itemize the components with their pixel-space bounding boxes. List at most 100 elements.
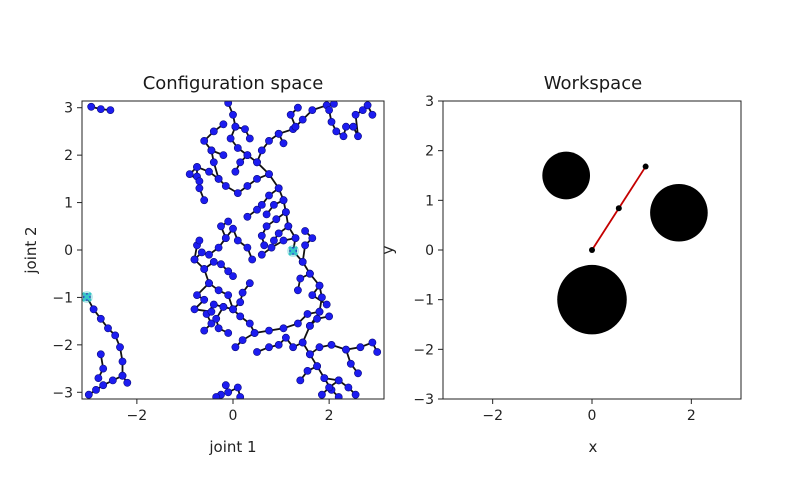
roadmap-edge <box>232 282 251 310</box>
workspace-ytick-label: 3 <box>425 94 434 110</box>
cspace-xtick-label: 2 <box>325 408 334 424</box>
roadmap-edge <box>215 306 229 334</box>
roadmap-node <box>193 291 201 299</box>
roadmap-node <box>99 381 108 390</box>
roadmap-node <box>214 243 223 252</box>
roadmap-node <box>317 293 326 302</box>
roadmap-node <box>99 364 108 373</box>
roadmap-node <box>195 184 204 193</box>
workspace-xtick-label: 2 <box>687 408 696 424</box>
roadmap-node <box>118 357 127 366</box>
roadmap-node <box>214 174 223 183</box>
roadmap-node <box>265 343 273 352</box>
roadmap-node <box>200 196 209 205</box>
cspace-ytick-label: 1 <box>64 196 73 212</box>
roadmap-node <box>221 234 230 242</box>
roadmap-node <box>195 236 204 245</box>
roadmap-node <box>209 158 218 167</box>
start-goal-marker <box>288 246 299 256</box>
roadmap-node <box>219 120 228 129</box>
roadmap-node <box>253 205 261 214</box>
roadmap-node <box>262 210 271 219</box>
roadmap-node <box>231 122 240 131</box>
roadmap-node <box>229 224 237 233</box>
workspace-ylabel: y <box>379 245 397 254</box>
roadmap-node <box>205 250 213 259</box>
roadmap-node <box>212 393 221 399</box>
roadmap-node <box>224 388 233 397</box>
roadmap-node <box>243 151 252 159</box>
roadmap-node <box>193 163 201 171</box>
arm-link <box>618 166 647 209</box>
workspace-title: Workspace <box>544 73 642 94</box>
roadmap-node <box>221 182 230 190</box>
roadmap-node <box>298 338 307 347</box>
roadmap-node <box>317 390 326 399</box>
roadmap-node <box>293 103 302 112</box>
workspace-ytick-label: −3 <box>413 392 434 408</box>
roadmap-node <box>291 122 300 131</box>
cspace-title: Configuration space <box>143 73 324 94</box>
cspace-ylabel: joint 2 <box>22 226 40 274</box>
roadmap-edge <box>261 237 296 256</box>
obstacle <box>542 151 591 200</box>
roadmap-node <box>243 182 252 190</box>
roadmap-node <box>265 136 273 145</box>
roadmap-node <box>236 298 245 307</box>
cspace-xtick-label: −2 <box>127 408 148 424</box>
roadmap-node <box>209 257 218 266</box>
workspace-ytick-label: −1 <box>413 293 434 309</box>
roadmap-node <box>217 222 225 231</box>
roadmap-node <box>96 350 105 359</box>
roadmap-node <box>224 217 233 226</box>
roadmap-node <box>358 106 367 114</box>
workspace-ytick-label: −2 <box>413 342 434 358</box>
roadmap-node <box>265 170 273 178</box>
roadmap-node <box>106 106 115 114</box>
roadmap-node <box>342 345 350 354</box>
workspace-panel: Workspace −2 0 2 −3 −2 −1 0 1 2 3 x y <box>379 73 742 456</box>
configuration-space-panel: Configuration space −2 0 2 −3 −2 −1 0 1 2 3 joint… <box>22 73 385 456</box>
roadmap-node <box>253 174 261 183</box>
workspace-xlabel: x <box>589 438 598 456</box>
roadmap-node <box>260 241 269 250</box>
roadmap-node <box>229 305 237 314</box>
roadmap-node <box>118 371 127 380</box>
cspace-ytick-label: 3 <box>64 101 73 117</box>
cspace-ticks: −2 0 2 −3 −2 −1 0 1 2 3 <box>52 101 333 424</box>
roadmap-node <box>305 321 314 330</box>
roadmap-edge <box>324 377 357 396</box>
roadmap-node <box>248 255 257 264</box>
roadmap-node <box>296 376 305 385</box>
roadmap-node <box>87 102 96 111</box>
obstacle <box>557 264 627 335</box>
roadmap-node <box>351 390 360 399</box>
roadmap-node <box>207 146 216 155</box>
roadmap-node <box>84 390 93 399</box>
roadmap-node <box>190 305 199 314</box>
roadmap-node <box>315 281 324 290</box>
cspace-ytick-label: −3 <box>52 385 73 401</box>
roadmap-node <box>363 101 372 110</box>
roadmap-node <box>219 302 228 311</box>
roadmap-node <box>354 369 362 378</box>
roadmap-node <box>257 231 266 240</box>
roadmap-node <box>315 307 324 316</box>
roadmap-node <box>291 234 300 242</box>
roadmap-node <box>325 312 333 321</box>
roadmap-node <box>325 383 333 392</box>
roadmap-node <box>342 122 350 131</box>
roadmap-node <box>111 331 120 340</box>
roadmap-node <box>195 177 204 186</box>
roadmap-edge <box>301 230 314 263</box>
roadmap-node <box>308 106 317 114</box>
roadmap-node <box>243 212 252 221</box>
roadmap-node <box>253 158 261 167</box>
roadmap-node <box>257 146 266 155</box>
roadmap-node <box>296 274 305 283</box>
roadmap-node <box>108 376 117 385</box>
roadmap-node <box>214 324 223 333</box>
roadmap-node <box>313 314 321 323</box>
roadmap-node <box>238 336 247 344</box>
